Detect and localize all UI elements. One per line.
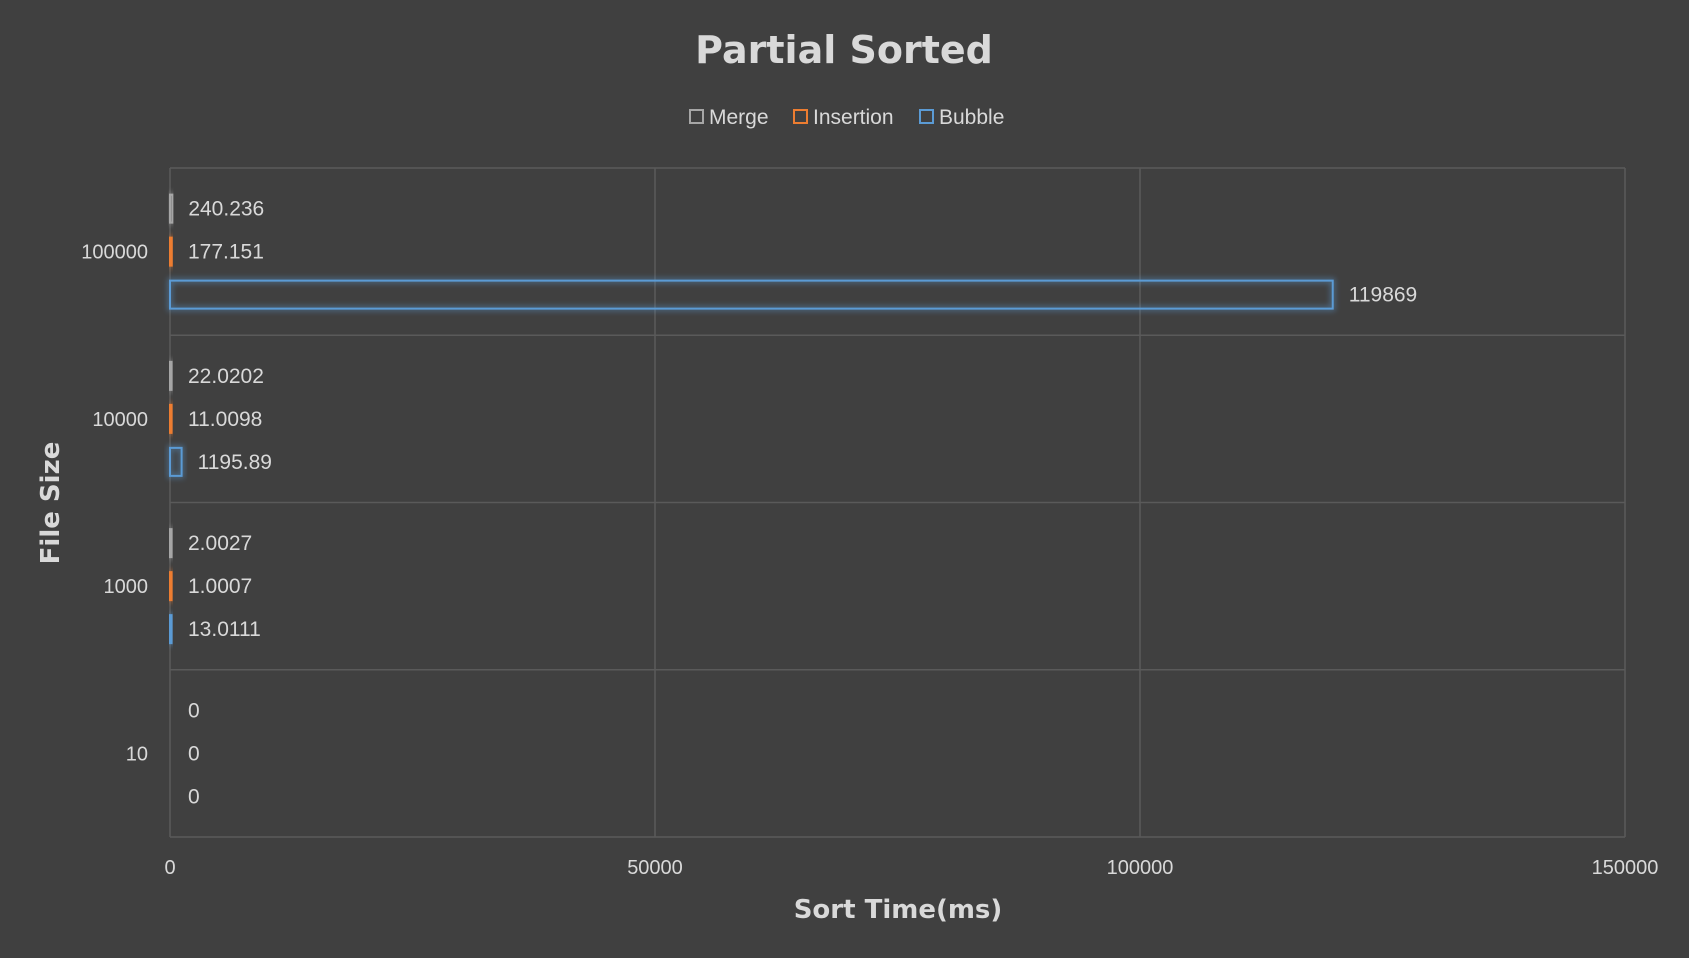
data-label: 11.0098 [188, 408, 262, 431]
bars [167, 192, 1336, 646]
bar-insertion [169, 403, 173, 434]
chart-title: Partial Sorted [695, 28, 993, 72]
data-label: 240.236 [188, 198, 264, 221]
bar-bubble [169, 279, 1334, 310]
legend-swatch-insertion [793, 109, 808, 124]
data-label: 13.0111 [188, 618, 261, 641]
bar-insertion [169, 236, 173, 267]
x-tick-label: 150000 [1592, 857, 1659, 879]
data-label: 0 [188, 699, 200, 722]
data-label: 177.151 [188, 241, 264, 264]
x-tick-label: 100000 [1107, 857, 1174, 879]
legend-label: Insertion [813, 106, 894, 129]
bar-merge [169, 360, 173, 391]
gridlines [169, 167, 1626, 838]
x-axis-title: Sort Time(ms) [794, 895, 1003, 925]
legend-label: Merge [709, 106, 769, 129]
bar-bubble [169, 446, 183, 477]
data-label: 0 [188, 742, 200, 765]
x-tick-label: 50000 [627, 857, 683, 879]
data-label: 22.0202 [188, 365, 264, 388]
y-axis-title: File Size [36, 442, 66, 565]
y-tick-label: 100000 [81, 242, 148, 264]
legend-label: Bubble [939, 106, 1004, 129]
y-tick-label: 10 [126, 743, 148, 765]
bar-insertion [169, 571, 173, 602]
data-labels: 240.236 177.151 119869 22.0202 11.0098 1195.8… [188, 198, 1417, 809]
legend-swatch-bubble [919, 109, 934, 124]
data-label: 0 [188, 785, 200, 808]
x-axis-ticks: 0 50000 100000 150000 [164, 857, 1658, 879]
bar-merge [169, 528, 173, 559]
data-label: 2.0027 [188, 532, 252, 555]
bar-bubble [169, 614, 173, 645]
y-tick-label: 1000 [104, 576, 149, 598]
legend-swatch-merge [689, 109, 704, 124]
legend: Merge Insertion Bubble [689, 106, 1004, 129]
data-label: 1195.89 [198, 451, 272, 474]
data-label: 119869 [1349, 284, 1418, 307]
x-tick-label: 0 [164, 857, 175, 879]
y-axis-ticks: 100000 10000 1000 10 [81, 242, 148, 766]
bar-merge [169, 193, 174, 224]
y-tick-label: 10000 [92, 409, 148, 431]
data-label: 1.0007 [188, 575, 252, 598]
